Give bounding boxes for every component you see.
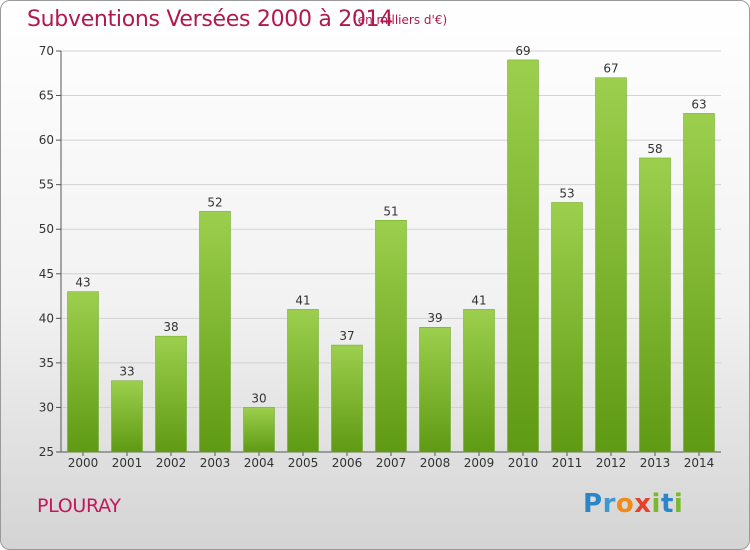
bar-2013 [639, 157, 671, 453]
y-tick-label: 50 [39, 222, 54, 236]
bar-2008 [419, 326, 451, 453]
bar-2005 [287, 309, 319, 453]
x-tick-label-2006: 2006 [332, 456, 363, 470]
data-label-2011: 53 [559, 186, 574, 200]
x-tick-label-2003: 2003 [200, 456, 231, 470]
bar-2014 [683, 113, 715, 453]
chart-subtitle: (en milliers d'€) [353, 13, 448, 27]
data-label-2005: 41 [295, 293, 310, 307]
x-tick-label-2002: 2002 [156, 456, 187, 470]
x-tick-label-2007: 2007 [376, 456, 407, 470]
data-label-2007: 51 [383, 204, 398, 218]
bar-2000 [67, 291, 99, 453]
data-label-2013: 58 [647, 142, 662, 156]
bar-2001 [111, 380, 143, 453]
data-label-2009: 41 [471, 293, 486, 307]
data-label-2001: 33 [119, 365, 134, 379]
x-tick-label-2001: 2001 [112, 456, 143, 470]
bar-2004 [243, 407, 275, 453]
x-tick-label-2013: 2013 [640, 456, 671, 470]
bar-2012 [595, 77, 627, 453]
data-label-2000: 43 [75, 276, 90, 290]
commune-name: PLOURAY [37, 495, 121, 517]
proxiti-logo: Proxiti [583, 489, 684, 519]
data-label-2004: 30 [251, 391, 266, 405]
y-tick-label: 60 [39, 133, 54, 147]
data-label-2002: 38 [163, 320, 178, 334]
bar-2006 [331, 344, 363, 453]
chart-title: Subventions Versées 2000 à 2014 [27, 7, 394, 32]
bar-2010 [507, 59, 539, 453]
bar-2007 [375, 220, 407, 453]
y-tick-label: 30 [39, 400, 54, 414]
x-tick-label-2004: 2004 [244, 456, 275, 470]
bars [67, 59, 715, 453]
x-tick-label-2014: 2014 [684, 456, 715, 470]
x-tick-label-2012: 2012 [596, 456, 627, 470]
x-tick-label-2009: 2009 [464, 456, 495, 470]
y-tick-label: 45 [39, 267, 54, 281]
x-tick-label-2000: 2000 [68, 456, 99, 470]
y-tick-label: 55 [39, 178, 54, 192]
data-label-2008: 39 [427, 311, 442, 325]
bar-2002 [155, 335, 187, 453]
x-tick-label-2005: 2005 [288, 456, 319, 470]
bar-2009 [463, 309, 495, 453]
bar-2011 [551, 202, 583, 453]
data-label-2012: 67 [603, 62, 618, 76]
data-label-2010: 69 [515, 44, 530, 58]
data-label-2003: 52 [207, 195, 222, 209]
x-tick-label-2010: 2010 [508, 456, 539, 470]
y-tick-label: 65 [39, 89, 54, 103]
data-label-2006: 37 [339, 329, 354, 343]
y-tick-label: 25 [39, 445, 54, 459]
x-tick-label-2011: 2011 [552, 456, 583, 470]
labels: 25 30 35 40 45 50 55 60 65 70 43 2000 33 2001 38 2002 52… [39, 44, 715, 470]
y-tick-label: 40 [39, 311, 54, 325]
y-tick-label: 70 [39, 44, 54, 58]
data-label-2014: 63 [691, 97, 706, 111]
bar-2003 [199, 211, 231, 453]
y-tick-label: 35 [39, 356, 54, 370]
x-tick-label-2008: 2008 [420, 456, 451, 470]
